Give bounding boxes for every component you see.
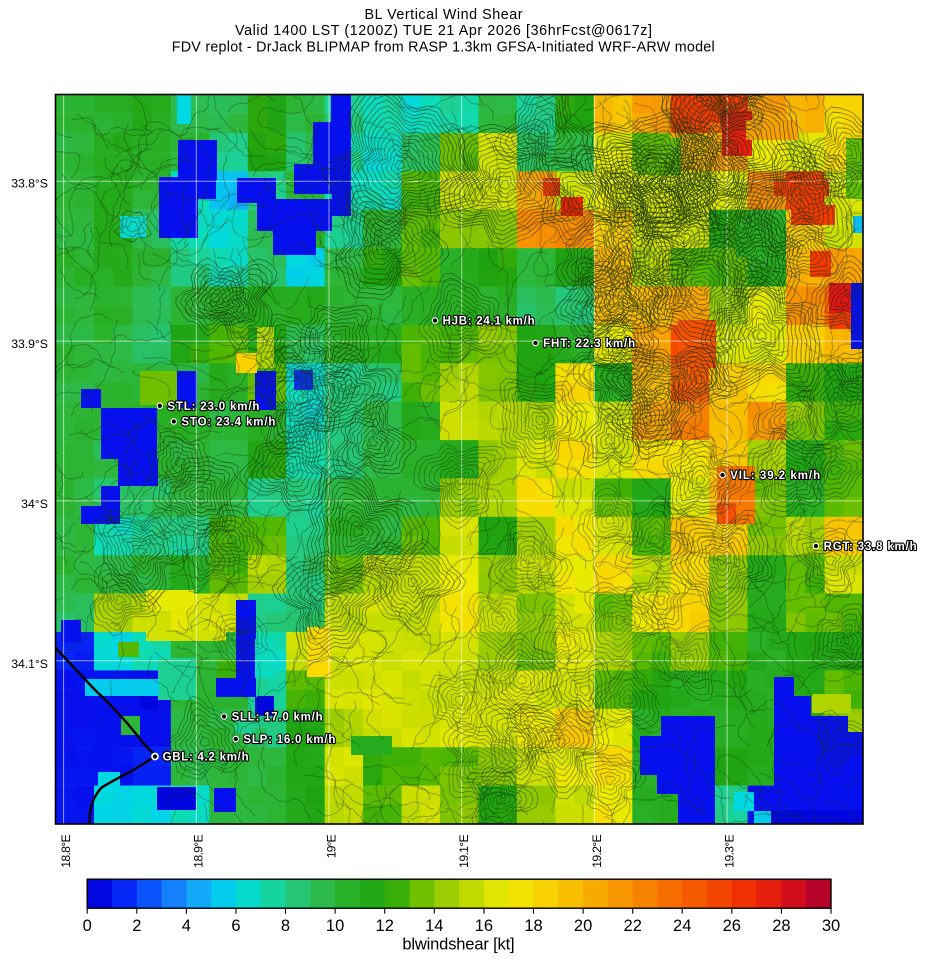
svg-text:VIL: 39.2 km/h: VIL: 39.2 km/h: [730, 470, 820, 482]
svg-text:16: 16: [475, 917, 493, 935]
svg-text:FDV replot - DrJack BLIPMAP fr: FDV replot - DrJack BLIPMAP from RASP 1.…: [172, 39, 715, 55]
svg-text:SLL: 17.0 km/h: SLL: 17.0 km/h: [232, 712, 323, 724]
svg-text:0: 0: [83, 917, 92, 935]
svg-text:24: 24: [673, 917, 691, 935]
svg-text:GBL: 4.2 km/h: GBL: 4.2 km/h: [163, 752, 249, 764]
svg-text:18: 18: [524, 917, 542, 935]
svg-text:HJB: 24.1 km/h: HJB: 24.1 km/h: [443, 316, 535, 328]
svg-text:STO: 23.4 km/h: STO: 23.4 km/h: [181, 417, 275, 429]
svg-text:14: 14: [425, 917, 443, 935]
svg-text:2: 2: [132, 917, 141, 935]
svg-text:19.2°E: 19.2°E: [590, 834, 604, 868]
svg-text:33.8°S: 33.8°S: [11, 177, 48, 191]
svg-text:BL Vertical Wind Shear: BL Vertical Wind Shear: [365, 7, 523, 23]
svg-text:4: 4: [182, 917, 191, 935]
svg-text:12: 12: [376, 917, 394, 935]
svg-text:20: 20: [574, 917, 592, 935]
svg-text:30: 30: [822, 917, 840, 935]
svg-text:19°E: 19°E: [324, 834, 338, 858]
svg-text:34°S: 34°S: [21, 497, 48, 511]
svg-text:STL: 23.0 km/h: STL: 23.0 km/h: [167, 401, 259, 413]
svg-text:34.1°S: 34.1°S: [11, 657, 48, 671]
svg-text:6: 6: [231, 917, 240, 935]
svg-text:8: 8: [281, 917, 290, 935]
svg-text:18.8°E: 18.8°E: [59, 834, 73, 868]
svg-text:Valid 1400 LST (1200Z) TUE 21: Valid 1400 LST (1200Z) TUE 21 Apr 2026 […: [235, 23, 652, 39]
svg-text:FHT: 22.3 km/h: FHT: 22.3 km/h: [543, 338, 635, 350]
svg-text:33.9°S: 33.9°S: [11, 337, 48, 351]
svg-text:26: 26: [723, 917, 741, 935]
svg-text:10: 10: [326, 917, 344, 935]
svg-text:18.9°E: 18.9°E: [192, 834, 206, 868]
svg-text:28: 28: [772, 917, 790, 935]
svg-text:blwindshear [kt]: blwindshear [kt]: [402, 936, 514, 954]
svg-text:19.1°E: 19.1°E: [457, 834, 471, 868]
svg-text:RGT: 33.8 km/h: RGT: 33.8 km/h: [824, 541, 917, 553]
svg-text:SLP: 16.0 km/h: SLP: 16.0 km/h: [243, 734, 335, 746]
svg-text:19.3°E: 19.3°E: [723, 834, 737, 868]
svg-text:22: 22: [624, 917, 642, 935]
